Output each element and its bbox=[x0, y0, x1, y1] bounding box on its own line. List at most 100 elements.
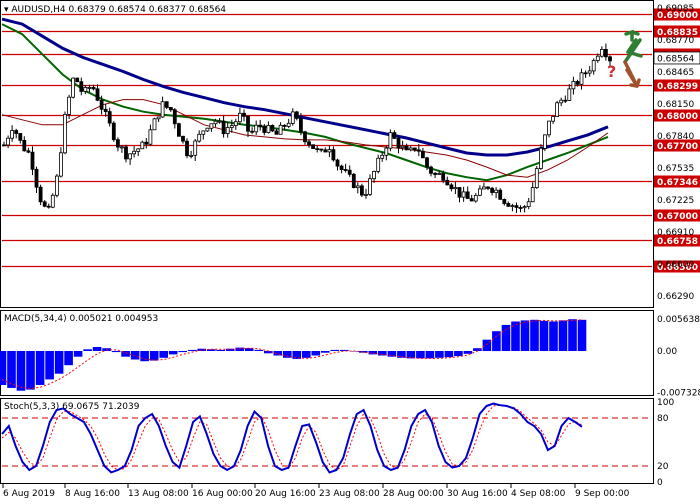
candle-body bbox=[308, 142, 311, 145]
macd-bar bbox=[7, 351, 16, 388]
candle-body bbox=[535, 169, 538, 188]
candle-body bbox=[426, 158, 429, 167]
candle-body bbox=[304, 132, 307, 142]
candle-body bbox=[194, 141, 197, 155]
candle-body bbox=[385, 148, 388, 155]
candle-body bbox=[523, 207, 526, 208]
candle-body bbox=[397, 138, 400, 147]
candle-body bbox=[169, 107, 172, 109]
macd-bar bbox=[464, 351, 473, 354]
macd-tick-label: 0.00 bbox=[657, 347, 677, 357]
candle-body bbox=[275, 131, 278, 134]
macd-bar bbox=[521, 320, 530, 351]
candle-body bbox=[238, 113, 241, 121]
level-label: 0.67346 bbox=[657, 178, 698, 188]
candle-body bbox=[316, 149, 319, 150]
candle-body bbox=[267, 125, 270, 132]
candle-body bbox=[393, 133, 396, 139]
candle-body bbox=[141, 142, 144, 149]
stochastic-tick-label: 0 bbox=[657, 478, 663, 488]
candle-body bbox=[592, 61, 595, 71]
chart-header-text: ▾ AUDUSD,H4 0.68379 0.68574 0.68377 0.68… bbox=[4, 5, 226, 15]
macd-bar bbox=[312, 351, 321, 356]
candle-body bbox=[133, 151, 136, 154]
stochastic-tick-label: 100 bbox=[657, 398, 674, 408]
candle-body bbox=[230, 126, 233, 128]
candle-body bbox=[458, 188, 461, 198]
candle-body bbox=[495, 190, 498, 192]
candle-body bbox=[177, 124, 180, 137]
candle-body bbox=[352, 174, 355, 187]
candle-body bbox=[430, 167, 433, 173]
candle-body bbox=[100, 100, 103, 109]
candle-body bbox=[295, 112, 298, 119]
macd-bar bbox=[559, 320, 568, 351]
candle-body bbox=[206, 128, 209, 131]
level-label: 0.68000 bbox=[657, 112, 698, 122]
candle-body bbox=[344, 170, 347, 171]
candle-body bbox=[11, 131, 14, 139]
candle-body bbox=[442, 174, 445, 181]
macd-bar bbox=[150, 351, 159, 361]
time-tick-label: 8 Aug 16:00 bbox=[65, 489, 120, 499]
candle-body bbox=[271, 125, 274, 130]
candle-body bbox=[543, 135, 546, 149]
macd-bar bbox=[321, 351, 330, 353]
candle-body bbox=[279, 125, 282, 134]
candle-body bbox=[503, 199, 506, 203]
candle-body bbox=[515, 206, 518, 208]
candle-body bbox=[576, 82, 579, 85]
candle-body bbox=[552, 117, 555, 122]
candle-body bbox=[173, 110, 176, 124]
price-tick-label: 0.67535 bbox=[657, 164, 694, 174]
candle-body bbox=[609, 57, 612, 61]
time-tick-label: 9 Sep 00:00 bbox=[575, 489, 630, 499]
macd-bar bbox=[131, 351, 140, 360]
candle-body bbox=[421, 151, 424, 158]
candle-body bbox=[186, 141, 189, 156]
candle-body bbox=[72, 78, 75, 97]
candle-body bbox=[511, 206, 514, 207]
candle-body bbox=[356, 186, 359, 188]
candle-body bbox=[222, 121, 225, 134]
candle-body bbox=[320, 149, 323, 150]
candle-body bbox=[405, 146, 408, 150]
candle-body bbox=[450, 185, 453, 189]
candle-body bbox=[580, 73, 583, 85]
macd-bar bbox=[55, 351, 64, 374]
macd-bar bbox=[502, 325, 511, 351]
candle-body bbox=[31, 152, 34, 169]
macd-bar bbox=[74, 351, 83, 357]
candle-body bbox=[23, 140, 26, 150]
stochastic-tick-label: 20 bbox=[657, 462, 669, 472]
candle-body bbox=[35, 169, 38, 187]
candle-body bbox=[59, 153, 62, 176]
time-tick-label: 6 Aug 2019 bbox=[3, 489, 55, 499]
macd-bar bbox=[416, 351, 425, 358]
candle-body bbox=[332, 150, 335, 160]
candle-body bbox=[417, 150, 420, 151]
macd-bar bbox=[26, 351, 35, 390]
macd-bar bbox=[302, 351, 311, 358]
candle-body bbox=[499, 190, 502, 199]
candle-body bbox=[491, 188, 494, 192]
candle-body bbox=[125, 147, 128, 159]
candle-body bbox=[328, 150, 331, 152]
candle-body bbox=[283, 125, 286, 126]
macd-bar bbox=[93, 347, 102, 351]
candle-body bbox=[55, 176, 58, 195]
time-tick-label: 23 Aug 08:00 bbox=[319, 489, 380, 499]
candle-body bbox=[560, 100, 563, 103]
candle-body bbox=[413, 148, 416, 150]
candle-body bbox=[243, 113, 246, 116]
candle-body bbox=[373, 171, 376, 178]
candle-body bbox=[218, 121, 221, 122]
candle-body bbox=[157, 117, 160, 119]
candle-body bbox=[247, 116, 250, 131]
candle-body bbox=[161, 102, 164, 117]
macd-bar bbox=[254, 350, 263, 351]
candle-body bbox=[401, 146, 404, 148]
time-tick-label: 13 Aug 08:00 bbox=[128, 489, 189, 499]
